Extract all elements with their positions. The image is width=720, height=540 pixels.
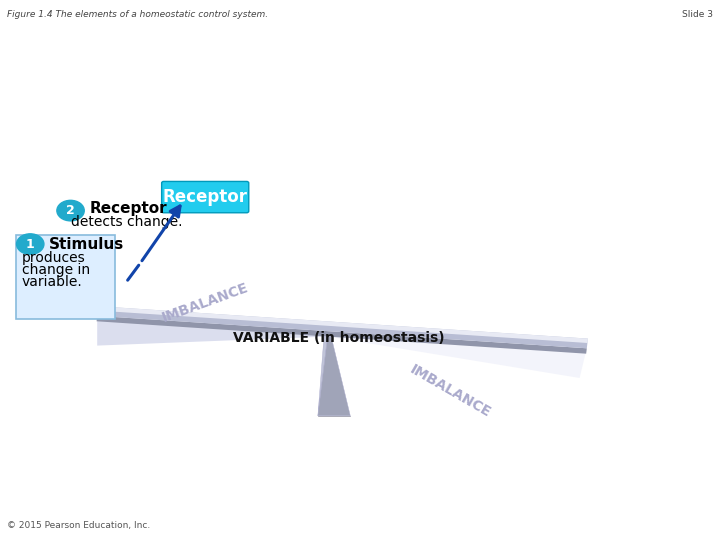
Polygon shape	[318, 336, 328, 416]
Text: © 2015 Pearson Education, Inc.: © 2015 Pearson Education, Inc.	[7, 521, 150, 530]
Polygon shape	[97, 316, 328, 346]
Polygon shape	[98, 306, 588, 343]
Text: 1: 1	[26, 238, 35, 251]
Circle shape	[57, 200, 84, 221]
Text: IMBALANCE: IMBALANCE	[160, 280, 251, 325]
Circle shape	[17, 234, 44, 254]
Text: VARIABLE (in homeostasis): VARIABLE (in homeostasis)	[233, 330, 444, 345]
Text: variable.: variable.	[22, 275, 82, 289]
Text: detects change.: detects change.	[71, 215, 182, 230]
Polygon shape	[328, 331, 587, 378]
FancyBboxPatch shape	[161, 181, 249, 213]
Text: Receptor: Receptor	[163, 188, 248, 206]
Text: Slide 3: Slide 3	[682, 10, 713, 19]
Text: 2: 2	[66, 204, 75, 217]
Polygon shape	[96, 316, 587, 354]
Text: IMBALANCE: IMBALANCE	[407, 363, 493, 420]
Text: produces: produces	[22, 251, 86, 265]
Polygon shape	[97, 306, 588, 348]
Text: Stimulus: Stimulus	[49, 237, 125, 252]
Text: change in: change in	[22, 263, 90, 277]
Polygon shape	[318, 336, 351, 416]
Text: Receptor: Receptor	[90, 201, 168, 217]
FancyBboxPatch shape	[16, 235, 115, 319]
Text: Figure 1.4 The elements of a homeostatic control system.: Figure 1.4 The elements of a homeostatic…	[7, 10, 269, 19]
